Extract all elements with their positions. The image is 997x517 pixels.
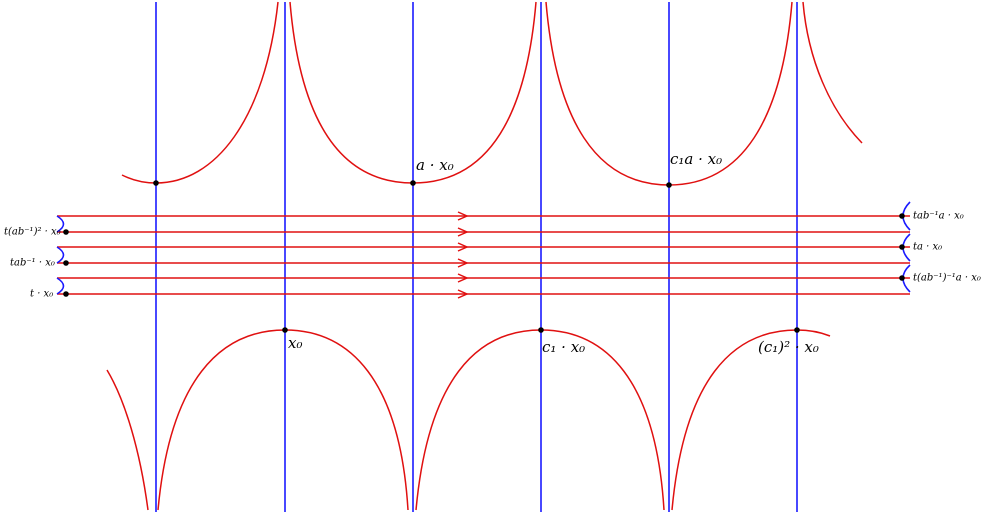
point-label: x₀ xyxy=(288,334,302,352)
arrow-head xyxy=(457,227,469,237)
point xyxy=(410,180,416,186)
arrow-head xyxy=(457,242,469,252)
curve xyxy=(671,329,831,511)
curve xyxy=(415,329,665,511)
point-label: t(ab⁻¹)⁻¹a · x₀ xyxy=(913,273,981,284)
arrow-head xyxy=(457,289,469,299)
point-label: tab⁻¹ · x₀ xyxy=(10,258,55,269)
point xyxy=(899,275,905,281)
point xyxy=(538,327,544,333)
point-label: t · x₀ xyxy=(30,289,53,300)
curve xyxy=(121,1,279,184)
point-label: (c₁)² · x₀ xyxy=(758,338,819,356)
point-label: t(ab⁻¹)² · x₀ xyxy=(4,227,61,238)
point xyxy=(899,244,905,250)
point-label: c₁ · x₀ xyxy=(542,338,585,356)
point xyxy=(666,182,672,188)
labels: a · x₀ c₁a · x₀ x₀ c₁ · x₀ (c₁)² · x₀ t(ab⁻¹)… xyxy=(4,150,981,356)
curve xyxy=(106,369,149,511)
curve xyxy=(802,1,863,144)
point xyxy=(63,229,69,235)
horizontal-lines xyxy=(57,211,910,299)
arrow-head xyxy=(457,211,469,221)
point xyxy=(899,213,905,219)
curves xyxy=(106,1,863,511)
point-label: c₁a · x₀ xyxy=(670,150,722,168)
arrow-head xyxy=(457,273,469,283)
curve xyxy=(157,329,409,511)
point xyxy=(282,327,288,333)
point-label: ta · x₀ xyxy=(913,242,942,253)
point-label: tab⁻¹a · x₀ xyxy=(913,211,964,222)
vertical-lines xyxy=(155,2,798,512)
point xyxy=(63,291,69,297)
point-label: a · x₀ xyxy=(416,156,454,174)
left-bracket xyxy=(56,215,65,295)
point xyxy=(153,180,159,186)
point xyxy=(63,260,69,266)
arrow-head xyxy=(457,258,469,268)
point xyxy=(794,327,800,333)
